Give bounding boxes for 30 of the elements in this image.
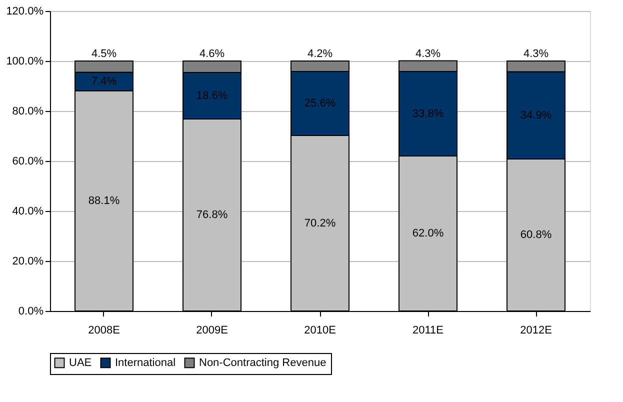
data-label: 4.6% — [199, 48, 225, 60]
y-tick-label: 120.0% — [6, 6, 44, 18]
y-tick-label: 100.0% — [6, 56, 44, 68]
data-label: 33.8% — [412, 108, 444, 120]
legend-label: UAE — [69, 356, 92, 369]
data-label: 76.8% — [196, 209, 228, 221]
x-tick-label: 2011E — [412, 324, 444, 336]
data-label: 4.3% — [523, 48, 549, 60]
data-label: 34.9% — [520, 109, 552, 122]
data-label: 18.6% — [196, 90, 228, 102]
y-tick-label: 0.0% — [18, 306, 44, 318]
data-label: 25.6% — [304, 98, 336, 110]
data-label: 70.2% — [304, 217, 336, 230]
y-tick-label: 20.0% — [12, 256, 44, 268]
data-label: 4.2% — [307, 48, 333, 60]
data-label: 88.1% — [88, 194, 120, 207]
y-tick-label: 60.0% — [12, 156, 44, 168]
x-tick-label: 2012E — [520, 324, 552, 336]
data-label: 4.3% — [415, 48, 441, 60]
data-label: 7.4% — [91, 76, 117, 88]
legend-label: Non-Contracting Revenue — [199, 356, 326, 369]
data-label: 4.5% — [91, 48, 117, 60]
y-tick-label: 80.0% — [12, 106, 44, 118]
legend-label: International — [115, 356, 176, 369]
data-label: 62.0% — [412, 228, 444, 240]
x-tick-label: 2009E — [196, 324, 228, 336]
x-tick-label: 2008E — [88, 324, 120, 336]
x-tick-label: 2010E — [304, 324, 336, 336]
y-tick-label: 40.0% — [12, 206, 44, 218]
data-label: 60.8% — [520, 229, 552, 241]
